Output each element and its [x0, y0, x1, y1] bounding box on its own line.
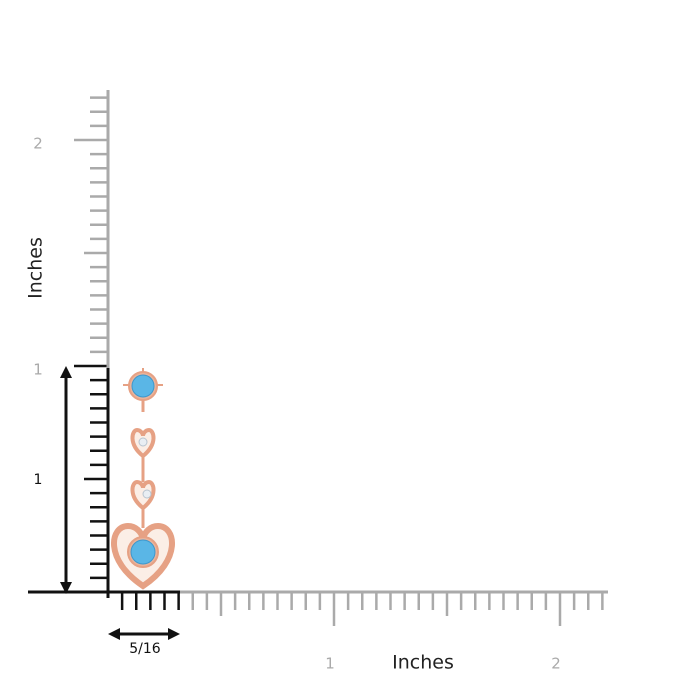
height-label: 1	[34, 472, 43, 488]
rulers	[74, 96, 604, 626]
width-label: 5/16	[129, 641, 161, 657]
v-axis-label: Inches	[25, 237, 47, 299]
v-tick-label: 2	[33, 135, 43, 153]
h-axis-label: Inches	[392, 652, 454, 674]
h-tick-label: 2	[551, 655, 561, 673]
pendant	[111, 368, 175, 590]
v-tick-label: 1	[33, 361, 43, 379]
dimension-arrows	[60, 366, 180, 640]
h-tick-label: 1	[325, 655, 335, 673]
